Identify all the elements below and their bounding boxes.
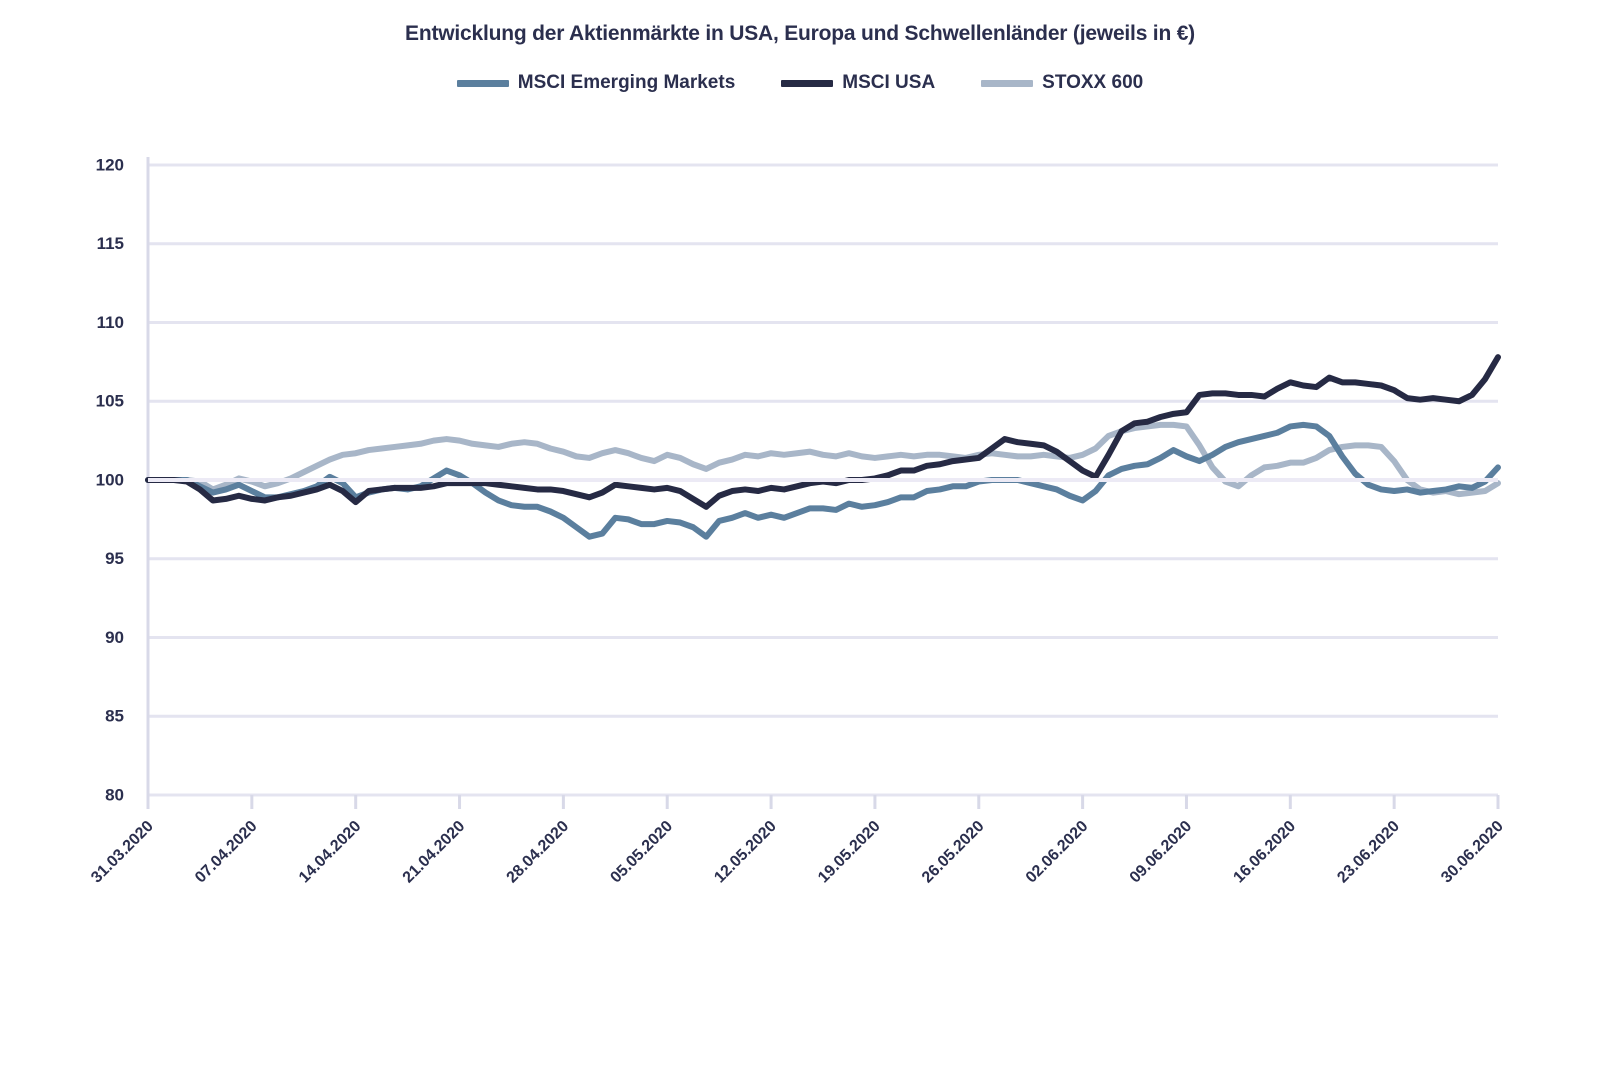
x-axis-ticks: 31.03.2020 07.04.2020 14.04.2020 21.04.2020…	[88, 795, 1507, 886]
x-tick-label: 31.03.2020	[88, 818, 157, 887]
legend-item-msci-emerging-markets[interactable]: MSCI Emerging Markets	[456, 72, 736, 94]
legend-label-stoxx-600: STOXX 600	[1042, 72, 1144, 93]
series-line-stoxx-600	[145, 421, 1501, 498]
x-tick-label: 30.06.2020	[1438, 818, 1507, 887]
y-tick-label: 115	[97, 234, 124, 253]
series-lines	[145, 354, 1501, 540]
y-tick-label: 80	[105, 785, 124, 804]
x-tick-label: 09.06.2020	[1127, 818, 1196, 887]
x-tick-label: 23.06.2020	[1334, 818, 1403, 887]
legend-swatch-msci-usa	[781, 79, 834, 87]
x-tick-label: 16.06.2020	[1230, 818, 1299, 887]
x-tick-label: 05.05.2020	[607, 818, 676, 887]
chart-legend: MSCI Emerging Markets MSCI USA STOXX 600	[0, 72, 1600, 94]
series-line-msci-usa	[145, 354, 1501, 510]
legend-item-stoxx-600[interactable]: STOXX 600	[981, 72, 1143, 94]
x-tick-label: 02.06.2020	[1023, 818, 1092, 887]
y-tick-label: 120	[96, 155, 124, 174]
x-tick-label: 14.04.2020	[296, 818, 365, 887]
y-tick-label: 85	[105, 707, 124, 726]
legend-item-msci-usa[interactable]: MSCI USA	[781, 72, 935, 94]
y-tick-label: 95	[105, 549, 124, 568]
x-tick-label: 12.05.2020	[711, 818, 780, 887]
legend-swatch-stoxx-600	[981, 79, 1034, 87]
x-tick-label: 28.04.2020	[504, 818, 573, 887]
legend-label-msci-emerging-markets: MSCI Emerging Markets	[517, 72, 736, 93]
y-tick-label: 105	[96, 392, 124, 411]
x-tick-label: 26.05.2020	[919, 818, 988, 887]
x-tick-label: 19.05.2020	[815, 818, 884, 887]
legend-swatch-msci-emerging-markets	[456, 79, 509, 87]
x-tick-label: 07.04.2020	[192, 818, 261, 887]
y-tick-label: 110	[97, 313, 124, 332]
y-axis-ticks: 80 85 90 95 100 105 110 115 120	[96, 155, 124, 804]
y-tick-label: 90	[105, 628, 124, 647]
legend-label-msci-usa: MSCI USA	[842, 72, 936, 93]
chart-title: Entwicklung der Aktienmärkte in USA, Eur…	[405, 22, 1195, 45]
x-tick-label: 21.04.2020	[400, 818, 469, 887]
y-tick-label: 100	[96, 470, 124, 489]
